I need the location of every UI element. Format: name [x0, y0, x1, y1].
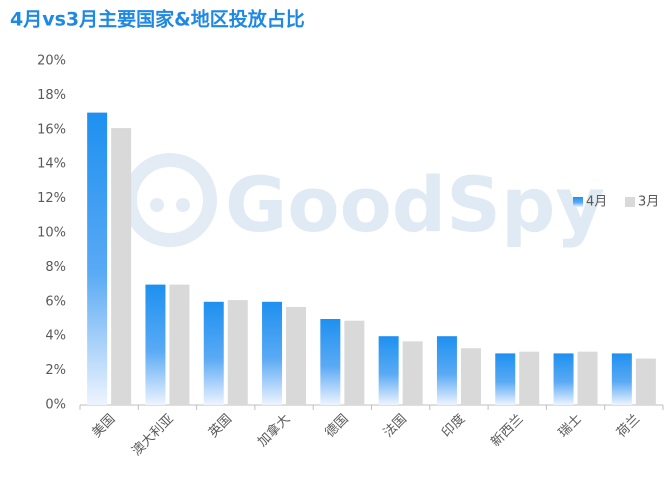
- bar: [320, 319, 341, 405]
- legend-label: 4月: [586, 195, 607, 210]
- x-tick-label: 瑞士: [556, 412, 585, 441]
- chart-title: 4月vs3月主要国家&地区投放占比: [10, 8, 305, 31]
- watermark: GoodSpy: [225, 160, 605, 249]
- legend-label: 3月: [638, 195, 659, 210]
- x-tick-label: 澳大利亚: [129, 411, 177, 459]
- watermark-logo: [123, 153, 217, 247]
- y-tick-label: 14%: [37, 157, 66, 172]
- bar: [87, 112, 108, 405]
- y-tick-label: 8%: [45, 260, 66, 275]
- x-tick-label: 印度: [439, 411, 469, 441]
- bar: [344, 320, 365, 405]
- legend-swatch: [625, 197, 635, 207]
- x-tick-label: 美国: [89, 412, 118, 441]
- bar: [495, 353, 516, 405]
- bar: [436, 336, 457, 405]
- bar: [227, 300, 248, 405]
- y-tick-label: 18%: [37, 88, 66, 103]
- x-tick-label: 英国: [206, 412, 235, 441]
- bar: [577, 351, 598, 405]
- y-tick-label: 0%: [45, 398, 66, 413]
- x-tick-label: 荷兰: [614, 412, 643, 441]
- x-tick-label: 德国: [323, 412, 352, 441]
- bar: [169, 284, 190, 405]
- bar: [111, 128, 132, 405]
- bar: [460, 348, 481, 405]
- legend-swatch: [573, 197, 583, 207]
- y-tick-label: 2%: [45, 363, 66, 378]
- y-tick-label: 4%: [45, 329, 66, 344]
- bar: [611, 353, 632, 405]
- x-tick-label: 加拿大: [254, 411, 293, 450]
- bar: [402, 341, 423, 405]
- bar: [262, 301, 283, 405]
- y-tick-label: 16%: [37, 122, 66, 137]
- bar: [286, 306, 307, 405]
- bar: [145, 284, 166, 405]
- y-tick-label: 20%: [37, 54, 66, 69]
- y-tick-label: 6%: [45, 294, 66, 309]
- y-tick-label: 10%: [37, 226, 66, 241]
- x-tick-label: 新西兰: [488, 411, 527, 450]
- x-tick-label: 法国: [381, 412, 410, 441]
- bar: [519, 351, 540, 405]
- y-tick-label: 12%: [37, 191, 66, 206]
- bar: [378, 336, 399, 405]
- bar: [203, 301, 224, 405]
- bar: [553, 353, 574, 405]
- bar: [635, 358, 656, 405]
